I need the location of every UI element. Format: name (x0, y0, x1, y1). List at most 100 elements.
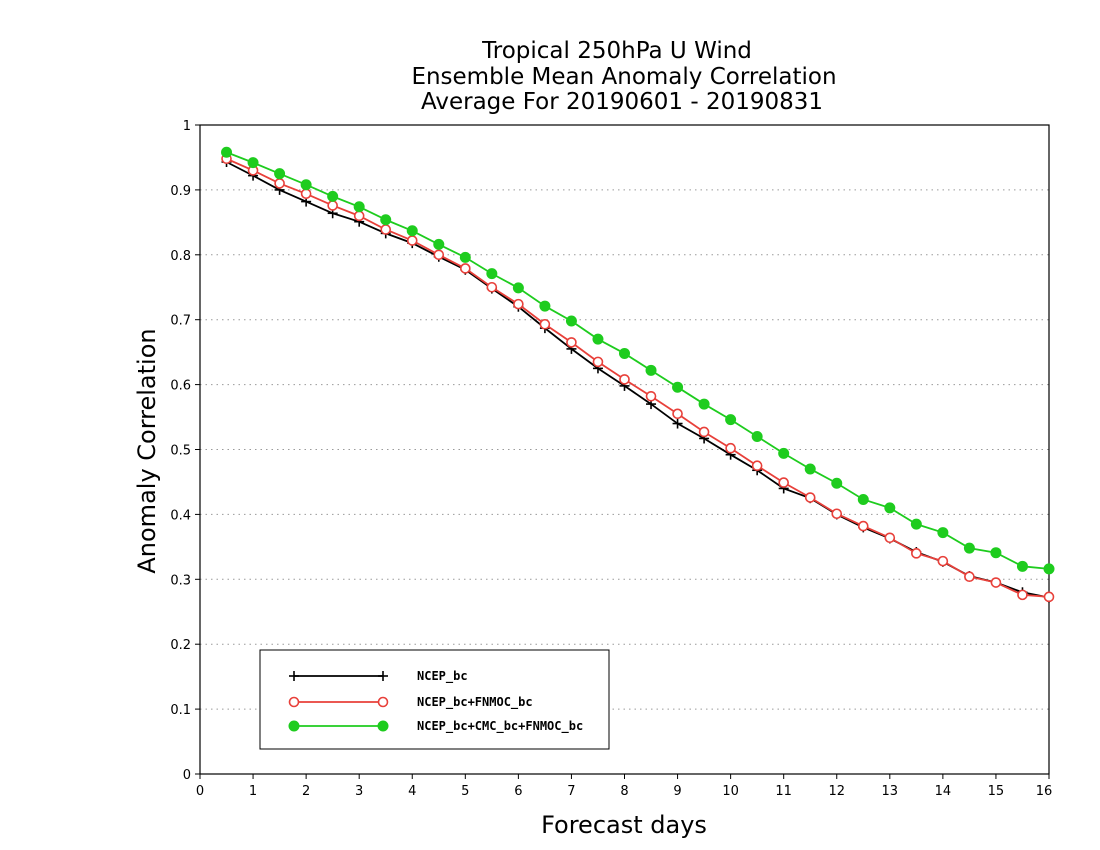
legend-entry-2: NCEP_bc+CMC_bc+FNMOC_bc (288, 719, 583, 734)
data-point (672, 418, 683, 429)
legend-marker (377, 720, 389, 732)
data-point (698, 398, 710, 410)
data-point (486, 268, 498, 280)
data-point (1043, 591, 1055, 603)
data-point (672, 381, 684, 393)
y-tick-label: 0.6 (170, 379, 191, 394)
x-tick-label: 4 (408, 784, 416, 799)
data-point (911, 548, 922, 559)
y-tick-label: 0.8 (170, 249, 191, 264)
data-point (1016, 560, 1028, 572)
x-tick-label: 5 (461, 784, 469, 799)
data-point (300, 188, 312, 200)
x-tick-label: 11 (775, 784, 792, 799)
x-tick-label: 1 (249, 784, 257, 799)
data-point (963, 542, 975, 554)
data-point (459, 251, 471, 263)
y-tick-label: 0.7 (170, 314, 191, 329)
data-point (327, 200, 338, 211)
data-point (857, 493, 869, 505)
x-tick-label: 15 (988, 784, 1005, 799)
y-tick-label: 0.9 (170, 184, 191, 199)
data-point (565, 315, 577, 327)
legend-label: NCEP_bc+FNMOC_bc (417, 695, 533, 710)
y-tick-label: 0.3 (170, 573, 191, 588)
data-point (751, 431, 763, 443)
x-tick-label: 16 (1036, 784, 1053, 799)
axis-ticks: 00.10.20.30.40.50.60.70.80.910 1 2 3 4 5 6 7 8 9 1… (170, 119, 1052, 799)
data-point (910, 518, 922, 530)
x-tick-label: 6 (514, 784, 522, 799)
data-point (672, 408, 683, 420)
data-point (990, 547, 1002, 559)
x-tick-label: 0 (196, 784, 204, 799)
data-point (831, 477, 843, 489)
data-point (327, 190, 339, 202)
y-tick-label: 0.4 (170, 508, 191, 523)
x-tick-label: 13 (882, 784, 899, 799)
legend-marker (377, 696, 389, 708)
data-point (619, 374, 630, 385)
legend-marker (378, 671, 388, 681)
data-point (300, 179, 312, 191)
data-point (539, 300, 551, 312)
y-tick-label: 0.1 (170, 703, 191, 718)
data-point (804, 463, 816, 475)
data-point (831, 508, 843, 520)
data-point (804, 492, 816, 503)
data-point (645, 390, 657, 402)
data-point (592, 356, 604, 368)
x-tick-label: 2 (302, 784, 310, 799)
legend-label: NCEP_bc+CMC_bc+FNMOC_bc (417, 719, 583, 734)
chart-title-line-3: Average For 20190601 - 20190831 (421, 89, 823, 115)
legend-entry-0: NCEP_bc (289, 669, 468, 684)
series-layer (221, 146, 1055, 603)
chart-title-line-2: Ensemble Mean Anomaly Correlation (411, 64, 836, 90)
x-axis-title: Forecast days (541, 811, 707, 839)
y-tick-label: 0.2 (170, 638, 191, 653)
grid (200, 189, 1049, 710)
y-tick-label: 1 (183, 119, 191, 134)
x-tick-label: 7 (567, 784, 575, 799)
data-point (406, 225, 418, 237)
data-point (592, 333, 604, 345)
data-point (990, 577, 1002, 588)
data-point (512, 282, 524, 294)
x-tick-label: 14 (935, 784, 952, 799)
data-point (274, 168, 286, 180)
series-line (226, 151, 1050, 570)
data-point (539, 318, 551, 330)
data-point (433, 238, 445, 250)
data-point (221, 146, 233, 158)
y-tick-label: 0 (183, 768, 191, 783)
data-point (698, 426, 710, 438)
legend-entries: NCEP_bc NCEP_bc+FNMOC_bc NCEP_bc+CMC_bc+FN… (288, 669, 583, 734)
data-point (380, 224, 392, 235)
plot-frame (199, 124, 1050, 775)
legend-marker (288, 720, 300, 732)
y-axis-title: Anomaly Correlation (133, 328, 161, 573)
series-line (226, 161, 1050, 599)
data-point (433, 249, 445, 261)
data-point (353, 201, 365, 213)
y-tick-label: 0.5 (170, 444, 191, 459)
data-point (566, 337, 577, 348)
data-point (778, 477, 789, 488)
x-tick-label: 12 (828, 784, 845, 799)
data-point (645, 364, 657, 376)
data-point (513, 298, 524, 310)
chart-title-line-1: Tropical 250hPa U Wind (481, 38, 752, 64)
x-tick-label: 10 (722, 784, 739, 799)
data-point (964, 571, 975, 583)
x-tick-label: 9 (673, 784, 681, 799)
data-point (884, 532, 896, 544)
data-point (380, 214, 392, 226)
data-point (1017, 589, 1028, 601)
x-tick-label: 8 (620, 784, 628, 799)
data-point (857, 520, 869, 532)
legend-entry-1: NCEP_bc+FNMOC_bc (288, 695, 533, 710)
data-point (725, 414, 737, 426)
series-1 (221, 153, 1055, 603)
series-line (226, 157, 1050, 598)
